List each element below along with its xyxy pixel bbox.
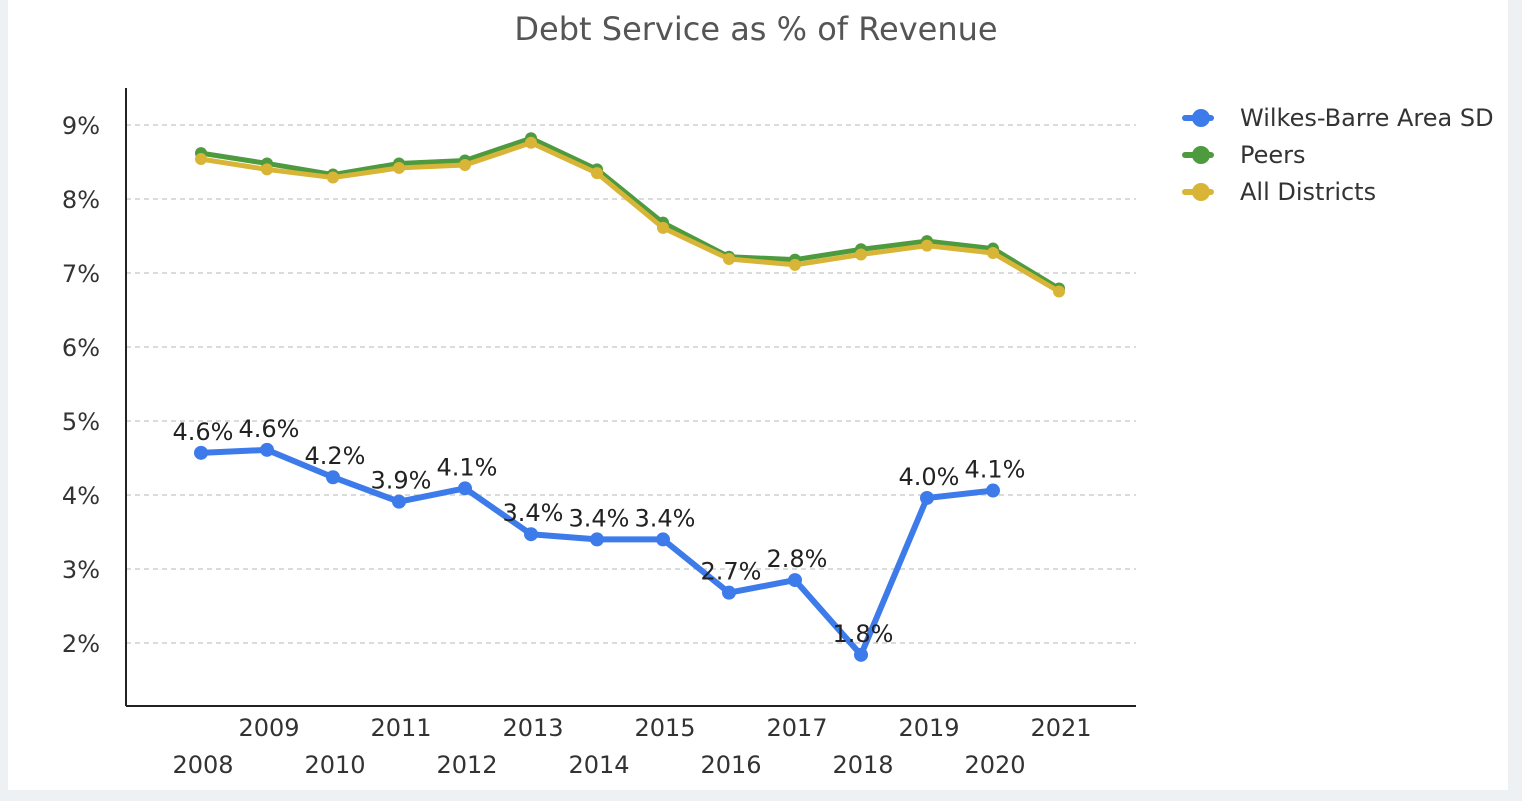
line-chart: Debt Service as % of Revenue 2% 3% 4% 5% 6% 7… bbox=[62, 10, 1494, 779]
series-line-all-districts bbox=[198, 140, 1062, 295]
legend[interactable]: Wilkes-Barre Area SD Peers All Districts bbox=[1182, 104, 1494, 206]
data-label: 4.6% bbox=[173, 418, 234, 446]
x-tick-label: 2014 bbox=[568, 751, 629, 779]
legend-item-label[interactable]: All Districts bbox=[1240, 178, 1376, 206]
x-axis: 2008200920102011201220132014201520162017… bbox=[126, 705, 1136, 779]
x-tick-label: 2020 bbox=[964, 751, 1025, 779]
series-point[interactable] bbox=[524, 527, 538, 542]
y-tick-label: 9% bbox=[62, 112, 100, 140]
x-tick-label: 2019 bbox=[898, 714, 959, 742]
series-point[interactable] bbox=[722, 585, 736, 600]
chart-card: Debt Service as % of Revenue 2% 3% 4% 5% 6% 7… bbox=[8, 0, 1508, 790]
legend-swatch-marker bbox=[1192, 146, 1210, 164]
y-tick-label: 5% bbox=[62, 408, 100, 436]
y-tick-label: 2% bbox=[62, 630, 100, 658]
data-label: 4.1% bbox=[437, 453, 498, 481]
data-label: 3.4% bbox=[569, 504, 630, 532]
series-point[interactable] bbox=[921, 239, 933, 252]
series-point[interactable] bbox=[656, 532, 670, 547]
series-point[interactable] bbox=[1053, 285, 1065, 298]
series-point[interactable] bbox=[392, 494, 406, 509]
series-point[interactable] bbox=[458, 481, 472, 496]
x-tick-label: 2016 bbox=[700, 751, 761, 779]
series-point[interactable] bbox=[261, 163, 273, 176]
series-point[interactable] bbox=[855, 248, 867, 261]
x-tick-label: 2018 bbox=[832, 751, 893, 779]
x-tick-label: 2011 bbox=[370, 714, 431, 742]
series-point[interactable] bbox=[459, 158, 471, 171]
y-tick-label: 8% bbox=[62, 186, 100, 214]
series-point[interactable] bbox=[986, 483, 1000, 498]
series-line-peers bbox=[198, 135, 1062, 292]
series-group bbox=[194, 132, 1065, 662]
data-label: 4.6% bbox=[239, 415, 300, 443]
x-tick-label: 2015 bbox=[634, 714, 695, 742]
series-point[interactable] bbox=[590, 532, 604, 547]
series-point[interactable] bbox=[723, 252, 735, 265]
series-point[interactable] bbox=[854, 647, 868, 662]
data-label: 2.7% bbox=[701, 558, 762, 586]
legend-item-label[interactable]: Wilkes-Barre Area SD bbox=[1240, 104, 1494, 132]
y-axis: 2% 3% 4% 5% 6% 7% 8% 9% bbox=[62, 88, 127, 706]
x-tick-label: 2010 bbox=[304, 751, 365, 779]
series-point[interactable] bbox=[657, 221, 669, 234]
series-point[interactable] bbox=[789, 258, 801, 271]
data-label: 4.1% bbox=[965, 456, 1026, 484]
series-point[interactable] bbox=[194, 445, 208, 460]
x-tick-label: 2008 bbox=[172, 751, 233, 779]
y-tick-label: 7% bbox=[62, 260, 100, 288]
x-tick-label: 2013 bbox=[502, 714, 563, 742]
x-tick-label: 2009 bbox=[238, 714, 299, 742]
data-label: 3.9% bbox=[371, 467, 432, 495]
data-label: 2.8% bbox=[767, 545, 828, 573]
y-tick-label: 4% bbox=[62, 482, 100, 510]
y-tick-label: 3% bbox=[62, 556, 100, 584]
chart-title: Debt Service as % of Revenue bbox=[514, 10, 997, 48]
series-point[interactable] bbox=[260, 442, 274, 457]
legend-swatch-marker bbox=[1192, 183, 1210, 201]
x-tick-label: 2012 bbox=[436, 751, 497, 779]
data-label: 1.8% bbox=[833, 620, 894, 648]
series-point[interactable] bbox=[987, 247, 999, 260]
series-point[interactable] bbox=[326, 470, 340, 485]
series-point[interactable] bbox=[920, 490, 934, 505]
series-point[interactable] bbox=[195, 153, 207, 166]
legend-swatch-marker bbox=[1192, 109, 1210, 127]
series-point[interactable] bbox=[393, 161, 405, 174]
series-point[interactable] bbox=[788, 573, 802, 588]
x-tick-label: 2017 bbox=[766, 714, 827, 742]
data-label: 3.4% bbox=[635, 504, 696, 532]
series-point[interactable] bbox=[591, 167, 603, 180]
y-tick-label: 6% bbox=[62, 334, 100, 362]
data-labels: 4.6% 4.6%4.2%3.9% 4.1%3.4% 3.4% 3.4%2.7% 2.8%… bbox=[173, 415, 1026, 648]
data-label: 4.0% bbox=[899, 463, 960, 491]
legend-item-label[interactable]: Peers bbox=[1240, 141, 1306, 169]
data-label: 3.4% bbox=[503, 499, 564, 527]
x-tick-label: 2021 bbox=[1030, 714, 1091, 742]
series-point[interactable] bbox=[327, 171, 339, 184]
series-point[interactable] bbox=[525, 136, 537, 149]
data-label: 4.2% bbox=[305, 442, 366, 470]
